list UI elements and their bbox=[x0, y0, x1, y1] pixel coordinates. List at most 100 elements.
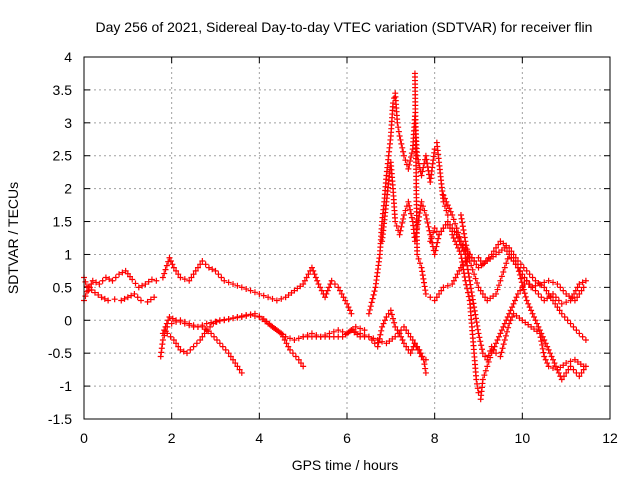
data-point-marker bbox=[438, 287, 445, 294]
data-point-marker bbox=[434, 239, 441, 246]
data-point-marker bbox=[460, 266, 467, 273]
data-point-marker bbox=[370, 291, 377, 298]
data-point-marker bbox=[418, 264, 425, 271]
data-point-marker bbox=[342, 297, 349, 304]
data-point-marker bbox=[482, 258, 489, 265]
data-point-marker bbox=[101, 295, 108, 302]
data-point-marker bbox=[318, 287, 325, 294]
data-point-marker bbox=[408, 214, 415, 221]
data-point-marker bbox=[541, 284, 548, 291]
data-point-marker bbox=[232, 360, 239, 367]
data-point-marker bbox=[134, 294, 141, 301]
data-point-marker bbox=[379, 338, 386, 345]
data-point-marker bbox=[82, 293, 89, 300]
data-point-marker bbox=[495, 241, 502, 248]
data-point-marker bbox=[369, 295, 376, 302]
data-point-marker bbox=[419, 203, 426, 210]
data-point-marker bbox=[193, 340, 200, 347]
data-point-marker bbox=[423, 215, 430, 222]
data-point-marker bbox=[529, 274, 536, 281]
data-point-marker bbox=[398, 140, 405, 147]
data-point-marker bbox=[523, 297, 530, 304]
data-point-marker bbox=[96, 281, 103, 288]
data-point-marker bbox=[417, 206, 424, 213]
data-point-marker bbox=[543, 287, 550, 294]
data-point-marker bbox=[159, 337, 166, 344]
data-point-marker bbox=[488, 251, 495, 258]
data-point-marker bbox=[499, 345, 506, 352]
data-point-marker bbox=[177, 346, 184, 353]
data-point-marker bbox=[464, 285, 471, 292]
data-point-marker bbox=[469, 296, 476, 303]
data-point-marker bbox=[526, 281, 533, 288]
data-point-marker bbox=[371, 340, 378, 347]
data-point-marker bbox=[424, 160, 431, 167]
chart-title: Day 256 of 2021, Sidereal Day-to-day VTE… bbox=[96, 19, 593, 35]
data-point-marker bbox=[419, 268, 426, 275]
data-point-marker bbox=[207, 323, 214, 330]
data-point-marker bbox=[236, 366, 243, 373]
data-point-marker bbox=[456, 267, 463, 274]
data-point-marker bbox=[494, 337, 501, 344]
y-tick-label: 3.5 bbox=[53, 82, 73, 98]
data-point-marker bbox=[383, 313, 390, 320]
data-point-marker bbox=[216, 340, 223, 347]
data-point-marker bbox=[510, 300, 517, 307]
data-point-marker bbox=[580, 366, 587, 373]
data-point-marker bbox=[397, 136, 404, 143]
data-point-marker bbox=[459, 223, 466, 230]
data-point-marker bbox=[88, 281, 95, 288]
data-point-marker bbox=[95, 291, 102, 298]
x-tick-label: 4 bbox=[255, 430, 263, 446]
y-tick-label: 2.5 bbox=[53, 148, 73, 164]
data-point-marker bbox=[395, 128, 402, 135]
data-point-marker bbox=[563, 299, 570, 306]
data-point-marker bbox=[427, 238, 434, 245]
data-point-marker bbox=[449, 211, 456, 218]
data-point-marker bbox=[366, 306, 373, 313]
data-point-marker bbox=[497, 353, 504, 360]
data-point-marker bbox=[420, 275, 427, 282]
data-point-marker bbox=[576, 330, 583, 337]
data-point-marker bbox=[538, 294, 545, 301]
data-point-marker bbox=[472, 315, 479, 322]
data-point-marker bbox=[550, 356, 557, 363]
data-point-marker bbox=[474, 322, 481, 329]
data-point-marker bbox=[561, 313, 568, 320]
data-point-marker bbox=[121, 295, 128, 302]
data-point-marker bbox=[407, 206, 414, 213]
data-point-marker bbox=[475, 330, 482, 337]
data-point-marker bbox=[526, 271, 533, 278]
data-point-marker bbox=[491, 343, 498, 350]
data-point-marker bbox=[405, 330, 412, 337]
data-point-marker bbox=[215, 271, 222, 278]
data-point-marker bbox=[422, 211, 429, 218]
data-point-marker bbox=[444, 282, 451, 289]
data-point-marker bbox=[314, 277, 321, 284]
data-point-marker bbox=[387, 307, 394, 314]
data-point-marker bbox=[435, 235, 442, 242]
data-point-marker bbox=[283, 340, 290, 347]
data-point-marker bbox=[142, 281, 149, 288]
data-point-marker bbox=[148, 276, 155, 283]
data-point-marker bbox=[427, 294, 434, 301]
data-point-marker bbox=[331, 281, 338, 288]
data-point-marker bbox=[297, 360, 304, 367]
y-tick-label: 4 bbox=[64, 49, 72, 65]
data-point-marker bbox=[82, 278, 89, 285]
data-point-marker bbox=[385, 310, 392, 317]
data-point-marker bbox=[300, 281, 307, 288]
data-point-marker bbox=[441, 195, 448, 202]
data-point-marker bbox=[348, 327, 355, 334]
data-point-marker bbox=[368, 299, 375, 306]
data-point-marker bbox=[474, 385, 481, 392]
data-point-marker bbox=[388, 311, 395, 318]
data-point-marker bbox=[567, 363, 574, 370]
data-point-marker bbox=[202, 261, 209, 268]
data-point-marker bbox=[554, 281, 561, 288]
data-point-marker bbox=[485, 358, 492, 365]
data-point-marker bbox=[554, 366, 561, 373]
data-point-marker bbox=[219, 343, 226, 350]
data-point-marker bbox=[222, 346, 229, 353]
